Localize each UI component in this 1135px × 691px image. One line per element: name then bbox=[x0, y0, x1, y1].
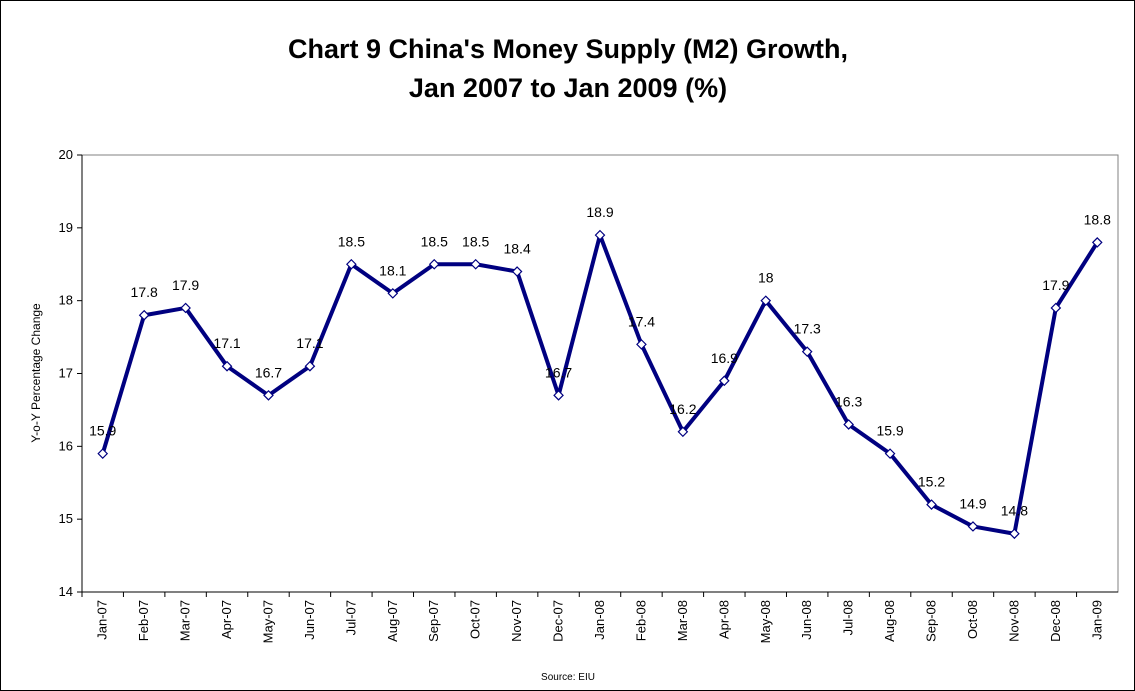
x-tick-label: Mar-07 bbox=[178, 600, 193, 641]
data-label: 14.9 bbox=[959, 495, 986, 511]
y-axis-label: Y-o-Y Percentage Change bbox=[29, 303, 43, 443]
data-label: 18.9 bbox=[586, 204, 613, 220]
data-label: 17.4 bbox=[628, 313, 655, 329]
data-label: 17.9 bbox=[1042, 277, 1069, 293]
x-tick-label: Dec-07 bbox=[551, 600, 566, 642]
data-point bbox=[760, 295, 772, 307]
data-label: 16.7 bbox=[255, 364, 282, 380]
x-tick-label: Mar-08 bbox=[675, 600, 690, 641]
x-tick-label: May-08 bbox=[758, 600, 773, 643]
x-tick-label: Feb-07 bbox=[136, 600, 151, 641]
x-tick-label: Sep-07 bbox=[426, 600, 441, 642]
data-label: 16.2 bbox=[669, 401, 696, 417]
x-tick-label: Jan-08 bbox=[592, 600, 607, 640]
data-label: 17.8 bbox=[131, 284, 158, 300]
data-label: 18 bbox=[758, 270, 774, 286]
x-tick-label: Jan-09 bbox=[1089, 600, 1104, 640]
x-tick-label: Oct-08 bbox=[965, 600, 980, 639]
data-point bbox=[1050, 302, 1062, 314]
data-point bbox=[138, 309, 150, 321]
data-point bbox=[1009, 528, 1020, 540]
x-tick-label: Aug-07 bbox=[385, 600, 400, 642]
data-point bbox=[594, 229, 606, 241]
data-point bbox=[553, 390, 564, 401]
data-point bbox=[843, 419, 854, 430]
data-label: 16.9 bbox=[711, 350, 738, 366]
data-label: 17.9 bbox=[172, 277, 199, 293]
data-point bbox=[926, 499, 937, 510]
data-label: 18.8 bbox=[1084, 211, 1111, 227]
x-tick-label: Apr-07 bbox=[219, 600, 234, 639]
x-tick-label: Nov-07 bbox=[509, 600, 524, 642]
source-note: Source: EIU bbox=[541, 672, 595, 683]
data-point bbox=[884, 448, 896, 459]
data-point bbox=[221, 360, 233, 372]
data-point bbox=[428, 258, 440, 270]
data-point bbox=[967, 521, 979, 532]
x-tick-label: Oct-07 bbox=[468, 600, 483, 639]
data-point bbox=[263, 390, 274, 401]
x-tick-label: Jul-07 bbox=[343, 600, 358, 635]
data-label: 18.5 bbox=[462, 233, 489, 249]
data-label: 15.2 bbox=[918, 474, 945, 490]
x-tick-label: Jun-08 bbox=[799, 600, 814, 640]
data-point bbox=[180, 302, 191, 314]
data-label: 17.3 bbox=[794, 321, 821, 337]
data-point bbox=[677, 426, 689, 438]
data-point bbox=[346, 258, 357, 270]
data-point bbox=[1091, 237, 1103, 248]
data-label: 17.1 bbox=[296, 335, 323, 351]
y-tick-label: 15 bbox=[59, 511, 73, 526]
chart-title: Jan 2007 to Jan 2009 (%) bbox=[409, 73, 727, 103]
data-label: 18.1 bbox=[379, 262, 406, 278]
data-point bbox=[97, 448, 109, 459]
y-tick-label: 17 bbox=[59, 366, 73, 381]
plot-area bbox=[81, 154, 1119, 593]
data-label: 17.1 bbox=[213, 335, 240, 351]
data-point bbox=[636, 339, 647, 350]
y-tick-label: 16 bbox=[59, 438, 73, 453]
data-label: 18.4 bbox=[503, 241, 530, 257]
data-point bbox=[801, 346, 813, 357]
chart-title: Chart 9 China's Money Supply (M2) Growth… bbox=[288, 34, 848, 64]
data-label: 15.9 bbox=[876, 423, 903, 439]
y-tick-label: 19 bbox=[59, 220, 73, 235]
data-label: 15.9 bbox=[89, 423, 116, 439]
data-label: 18.5 bbox=[338, 233, 365, 249]
y-tick-label: 18 bbox=[59, 293, 73, 308]
x-tick-label: Jan-07 bbox=[95, 600, 110, 640]
data-label: 16.7 bbox=[545, 364, 572, 380]
x-tick-label: Jul-08 bbox=[841, 600, 856, 635]
x-tick-label: May-07 bbox=[260, 600, 275, 643]
data-point bbox=[304, 360, 316, 372]
x-tick-label: Jun-07 bbox=[302, 600, 317, 640]
x-tick-label: Nov-08 bbox=[1006, 600, 1021, 642]
x-tick-label: Sep-08 bbox=[924, 600, 939, 642]
x-tick-label: Aug-08 bbox=[882, 600, 897, 642]
y-tick-label: 14 bbox=[59, 584, 73, 599]
data-point bbox=[718, 375, 730, 387]
data-point bbox=[387, 288, 399, 299]
data-label: 16.3 bbox=[835, 393, 862, 409]
data-point bbox=[470, 258, 482, 270]
x-tick-label: Apr-08 bbox=[716, 600, 731, 639]
x-tick-label: Dec-08 bbox=[1048, 600, 1063, 642]
y-tick-label: 20 bbox=[59, 147, 73, 162]
data-label: 14.8 bbox=[1001, 503, 1028, 519]
x-tick-label: Feb-08 bbox=[633, 600, 648, 641]
data-point bbox=[511, 266, 523, 277]
data-label: 18.5 bbox=[421, 233, 448, 249]
